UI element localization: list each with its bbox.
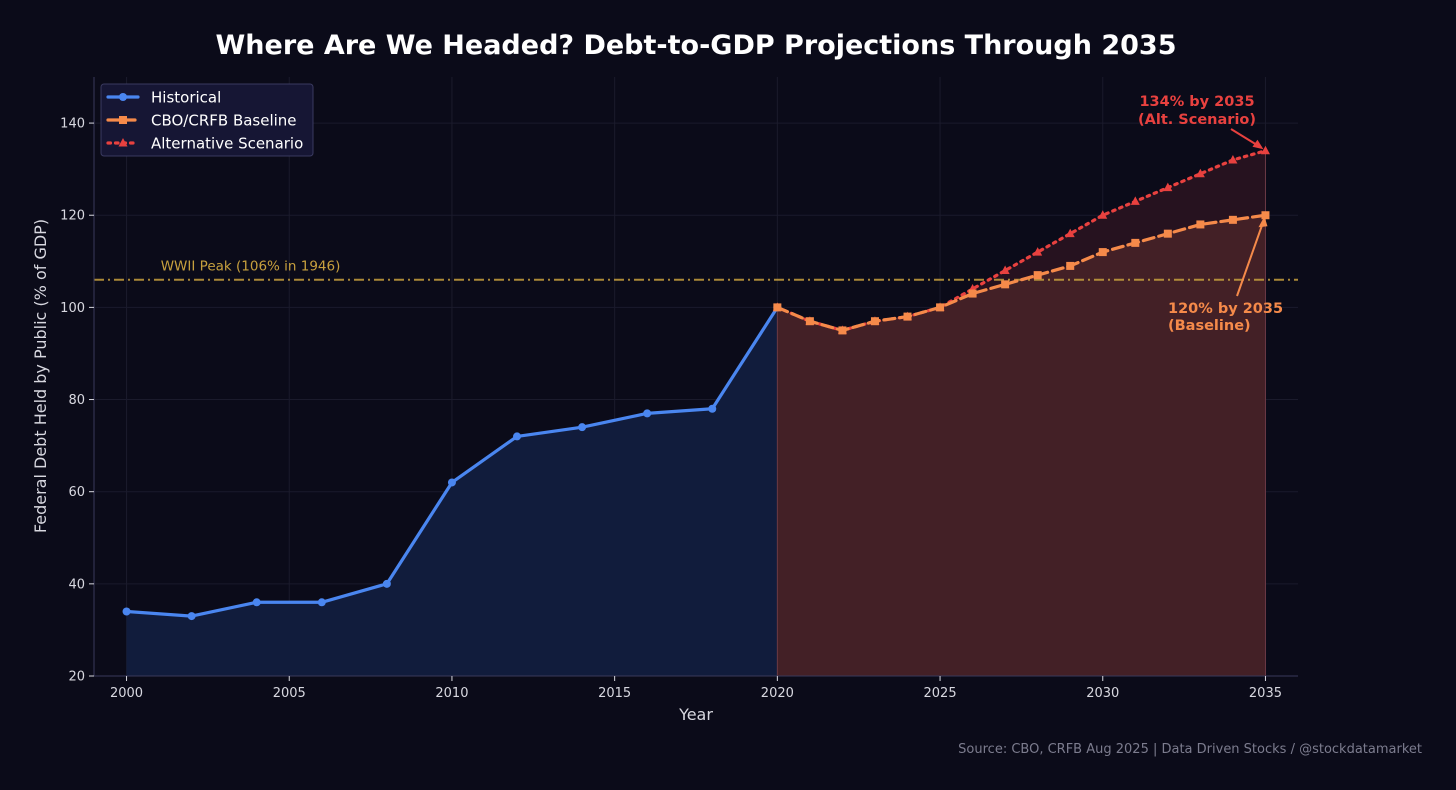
source-note: Source: CBO, CRFB Aug 2025 | Data Driven… [958,742,1422,757]
cbo-crfb-baseline-series [773,211,1270,335]
y-tick-label: 60 [68,485,85,500]
alternative-scenario-point [1195,168,1205,178]
cbo-crfb-baseline-line [775,213,1268,333]
x-tick-label: 2000 [110,686,143,701]
cbo-crfb-baseline-point [870,317,879,326]
alternative-scenario-point [1033,247,1043,256]
chart-title: Where Are We Headed? Debt-to-GDP Project… [216,30,1177,61]
alternative-scenario-point [1163,182,1173,192]
alternative-scenario-point [1065,228,1075,238]
legend-marker-historical [119,93,127,101]
annotation-baseline: 120% by 2035 (Baseline) [1168,301,1283,334]
reference-line-group: WWII Peak (106% in 1946) [94,259,1298,281]
cbo-crfb-baseline-point [1033,271,1042,280]
annotation-line: 120% by 2035 [1168,301,1283,317]
alternative-scenario-point [1228,154,1238,164]
x-tick-label: 2035 [1249,686,1282,701]
alternative-scenario-point [1130,196,1140,205]
historical-point [382,579,391,588]
annotation-baseline-arrowhead [1258,216,1268,228]
y-axis-label: Federal Debt Held by Public (% of GDP) [31,219,50,533]
y-tick-label: 120 [60,209,85,224]
annotation-alt-arrowhead [1252,139,1264,150]
legend-label-cbo-crfb-baseline: CBO/CRFB Baseline [151,112,297,130]
alternative-scenario-point [1000,265,1010,275]
cbo-crfb-baseline-point [1131,238,1140,247]
cbo-crfb-baseline-point [903,312,912,321]
x-tick-label: 2015 [598,686,631,701]
historical-point [317,598,326,607]
historical-point [578,423,587,432]
cbo-crfb-baseline-point [838,326,847,335]
y-tick-label: 40 [68,577,85,592]
legend-marker-alternative-scenario [118,138,128,147]
x-tick-label: 2005 [273,686,306,701]
area-fills [126,150,1266,676]
annotations: 134% by 2035 (Alt. Scenario) 120% by 2035(… [1138,94,1283,334]
y-tick-label: 140 [60,117,85,132]
cbo-crfb-baseline-point [805,317,814,326]
annotation-alt-scenario: 134% by 2035 (Alt. Scenario) [1138,94,1256,128]
cbo-crfb-baseline-point [773,303,782,312]
historical-point [447,478,456,487]
x-axis-label: Year [678,705,713,724]
wwii-peak-label: WWII Peak (106% in 1946) [161,259,341,275]
x-tick-label: 2030 [1086,686,1119,701]
y-tick-label: 80 [68,393,85,408]
legend-box [100,83,314,157]
baseline-area-fill [777,215,1266,676]
historical-area-fill [126,307,778,676]
cbo-crfb-baseline-point [1066,261,1075,270]
cbo-crfb-baseline-point [1163,229,1172,238]
legend-marker-cbo-crfb-baseline [119,116,127,124]
cbo-crfb-baseline-point [1261,211,1270,220]
series-group [122,145,1270,621]
cbo-crfb-baseline-point [968,289,977,298]
cbo-crfb-baseline-point [1098,248,1107,257]
legend: Historical CBO/CRFB Baseline Alternative S… [100,83,314,157]
y-tick-label: 100 [60,301,85,316]
alternative-scenario-point [1098,210,1108,219]
cbo-crfb-baseline-point [1001,280,1010,289]
historical-point [122,607,131,616]
legend-label-historical: Historical [151,89,221,107]
annotation-line: (Baseline) [1168,318,1251,334]
historical-series [122,303,782,621]
historical-point [643,409,652,418]
annotation-line: 134% by 2035 [1139,94,1254,110]
annotation-baseline-arrow [1236,220,1265,297]
y-tick-label: 20 [68,670,85,685]
x-tick-label: 2025 [924,686,957,701]
x-tick-label: 2020 [761,686,794,701]
historical-point [708,404,717,413]
annotation-line: (Alt. Scenario) [1138,112,1256,128]
historical-point [513,432,522,441]
historical-point [187,612,196,621]
cbo-crfb-baseline-point [936,303,945,312]
axes: 20 40 60 80 100 120 140 2000 2005 2010 2015 2020 202… [60,77,1298,701]
legend-label-alternative-scenario: Alternative Scenario [151,135,303,153]
cbo-crfb-baseline-point [1196,220,1205,229]
cbo-crfb-baseline-point [1228,215,1237,224]
alternative-scenario-point [1260,145,1270,155]
x-tick-label: 2010 [435,686,468,701]
historical-point [252,598,261,607]
alt-gap-area-fill [777,150,1266,331]
